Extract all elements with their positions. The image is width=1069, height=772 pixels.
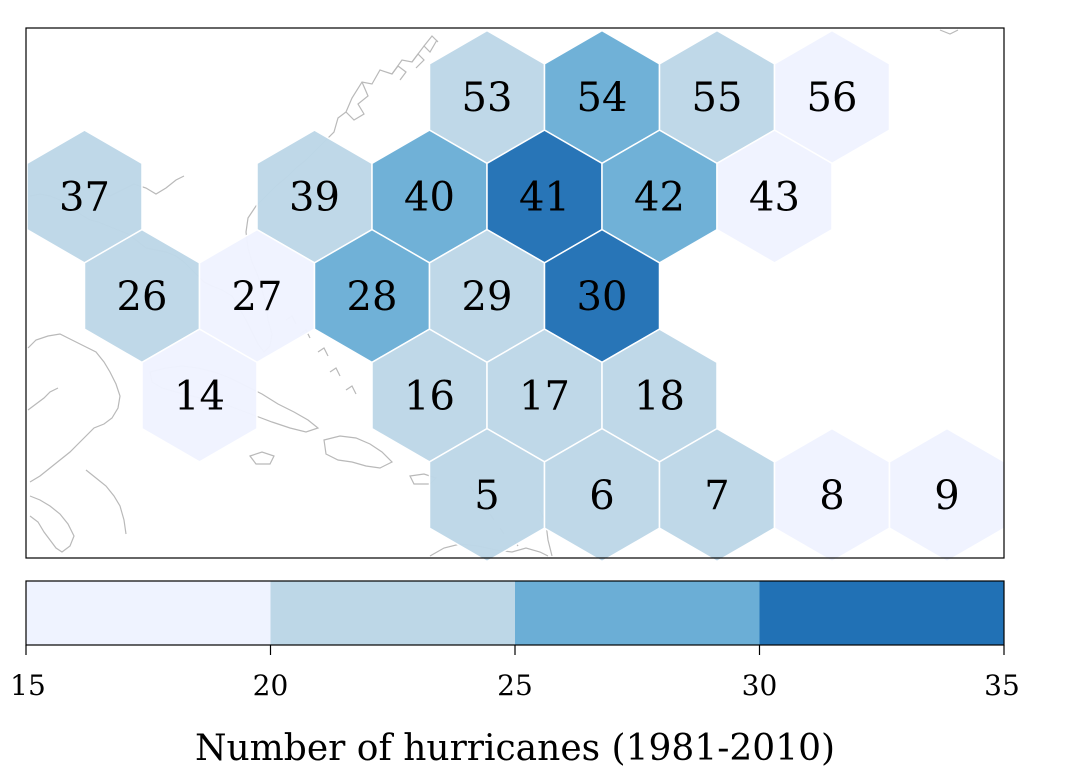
hex-cell-14 <box>141 328 258 463</box>
hex-label-29: 29 <box>462 274 513 320</box>
hex-label-9: 9 <box>934 473 959 519</box>
hex-label-26: 26 <box>117 274 168 320</box>
colorbar <box>26 581 1004 645</box>
hex-label-53: 53 <box>462 75 513 121</box>
hex-label-18: 18 <box>634 374 685 420</box>
hex-label-40: 40 <box>404 175 455 221</box>
hex-label-17: 17 <box>519 374 570 420</box>
colorbar-ticks: 15 20 25 30 35 <box>10 645 1020 702</box>
colorbar-tick-label-20: 20 <box>253 669 289 702</box>
colorbar-tick-label-15: 15 <box>10 669 46 702</box>
hex-label-28: 28 <box>347 274 398 320</box>
hex-label-8: 8 <box>819 473 844 519</box>
hex-label-43: 43 <box>749 175 800 221</box>
colorbar-segment-1 <box>270 581 515 645</box>
hex-label-30: 30 <box>577 274 628 320</box>
hex-label-6: 6 <box>589 473 614 519</box>
hex-label-16: 16 <box>404 374 455 420</box>
hex-label-7: 7 <box>704 473 729 519</box>
colorbar-tick-label-25: 25 <box>497 669 533 702</box>
colorbar-tick-label-30: 30 <box>742 669 778 702</box>
colorbar-title: Number of hurricanes (1981-2010) <box>195 728 835 769</box>
coastlines <box>27 29 959 557</box>
hex-label-14: 14 <box>174 374 225 420</box>
hex-label-37: 37 <box>59 175 110 221</box>
colorbar-segment-3 <box>759 581 1004 645</box>
hex-label-41: 41 <box>519 175 570 221</box>
hex-label-56: 56 <box>807 75 858 121</box>
colorbar-segment-2 <box>515 581 760 645</box>
colorbar-segment-0 <box>26 581 271 645</box>
hex-label-39: 39 <box>289 175 340 221</box>
hex-cell-43 <box>716 129 833 264</box>
hex-label-27: 27 <box>232 274 283 320</box>
colorbar-tick-label-35: 35 <box>984 669 1020 702</box>
hex-label-5: 5 <box>474 473 499 519</box>
hex-layer <box>26 29 1006 563</box>
hex-label-42: 42 <box>634 175 685 221</box>
map-frame <box>25 27 1005 559</box>
hex-label-55: 55 <box>692 75 743 121</box>
hex-label-54: 54 <box>577 75 628 121</box>
